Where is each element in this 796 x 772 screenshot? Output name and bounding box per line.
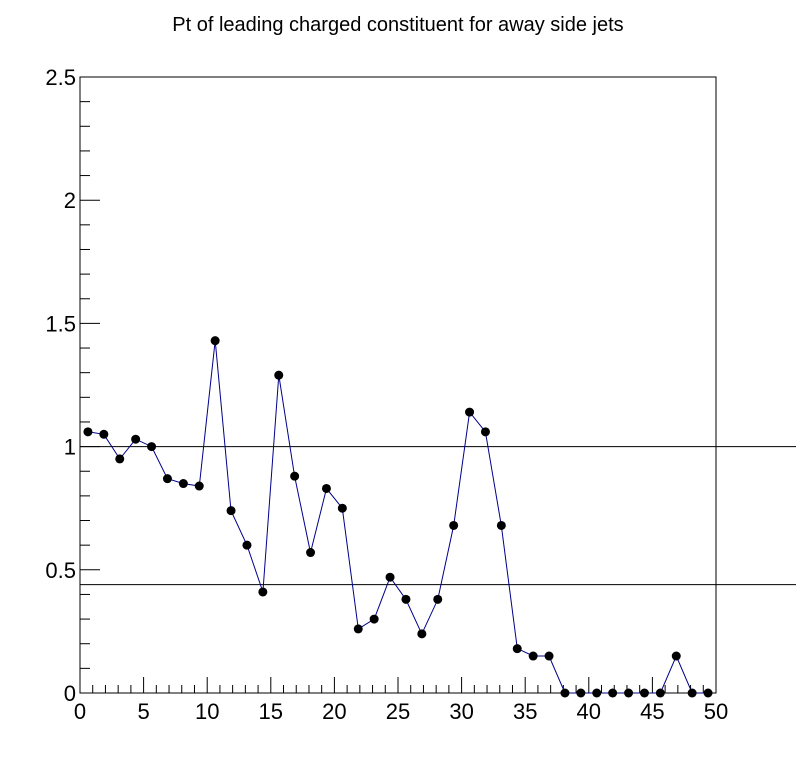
series-line xyxy=(87,340,709,694)
data-point xyxy=(528,651,538,661)
x-tick-label: 45 xyxy=(640,699,664,724)
y-tick-label: 1.5 xyxy=(45,311,76,336)
data-point xyxy=(449,520,459,530)
x-tick-label: 25 xyxy=(386,699,410,724)
data-point xyxy=(131,434,141,444)
data-point xyxy=(433,594,443,604)
data-point xyxy=(512,644,522,654)
data-point xyxy=(210,336,220,346)
x-tick-label: 35 xyxy=(513,699,537,724)
data-point xyxy=(99,429,109,439)
data-point xyxy=(592,688,602,698)
data-point xyxy=(147,442,157,452)
x-tick-label: 5 xyxy=(137,699,149,724)
plot-frame xyxy=(79,76,717,694)
data-point xyxy=(274,370,284,380)
x-tick-label: 0 xyxy=(74,699,86,724)
data-point xyxy=(639,688,649,698)
data-point xyxy=(385,572,395,582)
x-tick-label: 40 xyxy=(577,699,601,724)
data-point xyxy=(178,479,188,489)
data-point xyxy=(306,548,316,558)
data-point xyxy=(401,594,411,604)
data-point xyxy=(465,407,475,417)
data-point xyxy=(83,427,93,437)
data-point xyxy=(687,688,697,698)
y-tick-label: 0.5 xyxy=(45,558,76,583)
data-point xyxy=(496,520,506,530)
x-tick-label: 10 xyxy=(195,699,219,724)
x-tick-label: 30 xyxy=(449,699,473,724)
plot-border xyxy=(79,76,717,694)
axis-ticks xyxy=(79,76,717,694)
data-point xyxy=(242,540,252,550)
data-point xyxy=(671,651,681,661)
data-point xyxy=(544,651,554,661)
x-tick-label: 15 xyxy=(259,699,283,724)
y-tick-label: 2.5 xyxy=(45,65,76,90)
y-tick-label: 1 xyxy=(64,435,76,460)
data-point xyxy=(194,481,204,491)
y-tick-label: 0 xyxy=(64,681,76,706)
data-point xyxy=(576,688,586,698)
data-point xyxy=(337,503,347,513)
tick-labels: 0 5 10 15 20 25 30 35 40 45 50 0 0.5 1 1.5 2 2.5 xyxy=(45,65,728,724)
reference-lines xyxy=(80,446,796,586)
data-point xyxy=(560,688,570,698)
data-point xyxy=(258,587,268,597)
data-point xyxy=(608,688,618,698)
data-point xyxy=(353,624,363,634)
data-point xyxy=(480,427,490,437)
y-tick-label: 2 xyxy=(64,188,76,213)
data-series xyxy=(83,336,713,698)
x-tick-label: 50 xyxy=(704,699,728,724)
data-point xyxy=(321,483,331,493)
data-point xyxy=(290,471,300,481)
data-point xyxy=(655,688,665,698)
data-point xyxy=(624,688,634,698)
x-tick-label: 20 xyxy=(322,699,346,724)
data-point xyxy=(703,688,713,698)
data-point xyxy=(226,506,236,516)
data-point xyxy=(369,614,379,624)
data-point xyxy=(417,629,427,639)
chart-title: Pt of leading charged constituent for aw… xyxy=(172,14,624,36)
data-point xyxy=(115,454,125,464)
data-point xyxy=(162,474,172,484)
